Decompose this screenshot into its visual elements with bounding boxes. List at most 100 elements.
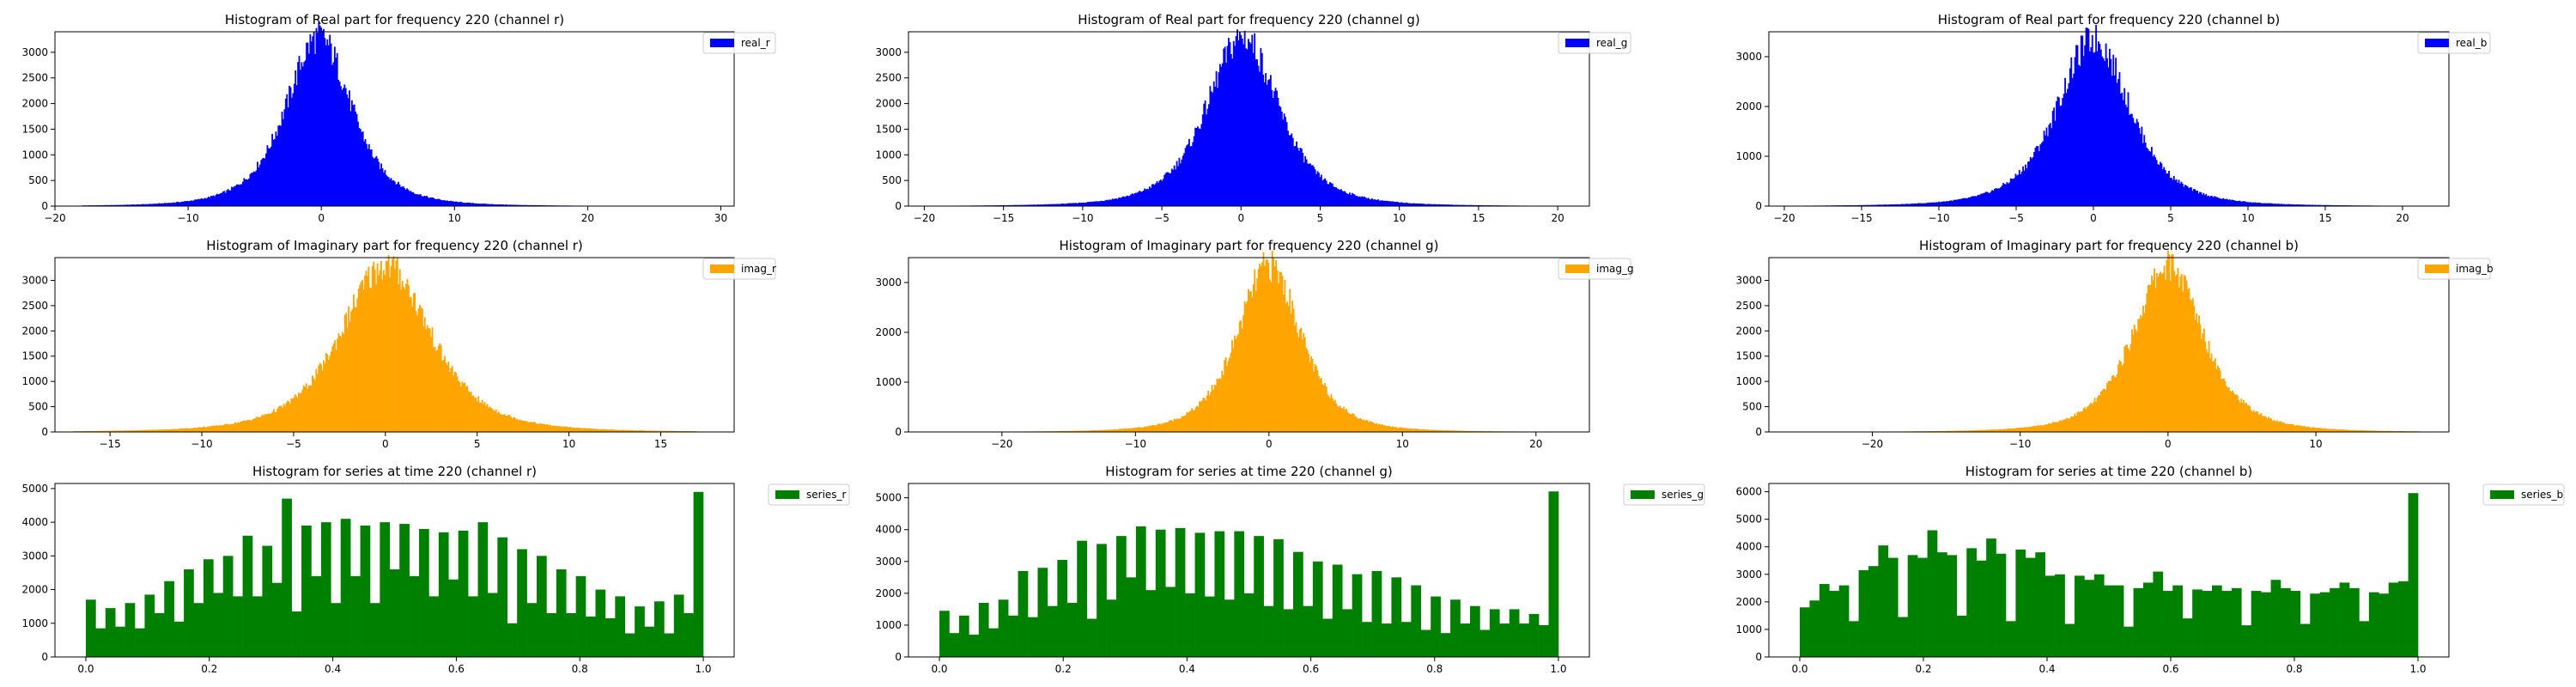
bar <box>1468 430 1471 432</box>
bar <box>1273 91 1276 207</box>
bar <box>2227 199 2230 206</box>
bar <box>318 21 320 206</box>
bar <box>2236 201 2239 206</box>
bar <box>1327 184 1330 206</box>
bar <box>1072 430 1075 432</box>
bar <box>195 428 197 432</box>
bar <box>2154 268 2155 432</box>
bar <box>1474 430 1477 432</box>
bar <box>331 346 334 432</box>
bar <box>310 41 313 206</box>
bar <box>2244 403 2246 432</box>
bar <box>1925 203 1928 206</box>
x-tick-label: −15 <box>99 438 120 450</box>
bar <box>144 429 147 432</box>
bar <box>412 293 415 432</box>
bar <box>629 429 631 432</box>
bar <box>260 416 263 432</box>
bar <box>2064 77 2066 206</box>
bar <box>210 425 213 432</box>
bar <box>1338 406 1340 432</box>
bar <box>504 204 507 206</box>
bar <box>2313 427 2316 432</box>
bar <box>231 186 233 206</box>
bar <box>2172 254 2174 432</box>
bar <box>1375 199 1377 206</box>
y-tick-label: 1500 <box>21 350 48 362</box>
bar <box>514 419 517 432</box>
bar <box>359 284 361 432</box>
bar <box>1460 204 1462 206</box>
bar <box>2005 184 2007 206</box>
plot-frame <box>1768 31 2450 207</box>
bar <box>1976 560 1987 657</box>
bar <box>1341 191 1344 206</box>
bar <box>1072 430 1074 432</box>
bar <box>1849 621 1859 657</box>
bar <box>2071 77 2074 206</box>
bar <box>511 204 513 206</box>
bar <box>200 427 203 432</box>
bar <box>2262 203 2264 206</box>
bar <box>1372 199 1375 206</box>
y-tick-label: 1500 <box>21 123 48 135</box>
bar <box>1227 361 1230 432</box>
bar <box>371 265 374 432</box>
bar <box>1499 623 1510 657</box>
bar <box>1371 422 1374 432</box>
bar <box>1184 415 1187 432</box>
bar <box>1922 203 1924 206</box>
y-tick-label: 4000 <box>875 524 902 536</box>
bar <box>184 201 186 206</box>
bar <box>180 428 183 432</box>
bar <box>115 626 125 657</box>
bar <box>667 430 670 432</box>
bar <box>569 427 572 432</box>
bar <box>1129 428 1132 432</box>
bar <box>526 603 538 657</box>
bar <box>538 204 541 206</box>
bar <box>178 429 180 432</box>
bar <box>1995 187 1997 206</box>
bar <box>1268 279 1271 432</box>
bar <box>355 113 358 206</box>
bar <box>1084 430 1086 432</box>
legend-label: imag_b <box>2456 263 2494 275</box>
bar <box>2158 273 2160 432</box>
bar <box>1917 203 1919 206</box>
bar <box>1321 180 1324 206</box>
bar <box>1967 430 1969 432</box>
bar <box>2045 424 2048 432</box>
y-tick-label: 5000 <box>1735 514 1762 526</box>
bar <box>2132 334 2135 432</box>
bar <box>283 109 286 206</box>
bar <box>1254 536 1264 657</box>
bar <box>347 98 349 206</box>
bar <box>1249 291 1251 432</box>
bar <box>458 380 459 432</box>
bar <box>2194 189 2196 206</box>
bar <box>223 191 226 206</box>
bar <box>1300 149 1303 206</box>
bar <box>199 427 202 432</box>
bar <box>1431 429 1433 432</box>
chart-bars <box>1800 24 2419 207</box>
bar <box>631 429 634 432</box>
bar <box>648 430 651 432</box>
bar <box>161 429 164 432</box>
bar <box>546 613 557 657</box>
bar <box>1097 430 1099 432</box>
bar <box>289 85 290 206</box>
bar <box>1369 421 1371 432</box>
bar <box>1838 585 1850 657</box>
bar <box>1209 86 1212 206</box>
bar <box>671 430 673 432</box>
legend-swatch <box>775 490 799 499</box>
y-tick-label: 2000 <box>875 587 902 599</box>
bar <box>2172 179 2174 206</box>
bar <box>2070 416 2073 432</box>
bar <box>163 429 165 432</box>
x-tick-label: 0.0 <box>931 663 947 675</box>
bar <box>526 421 528 432</box>
bar <box>1987 192 1990 206</box>
